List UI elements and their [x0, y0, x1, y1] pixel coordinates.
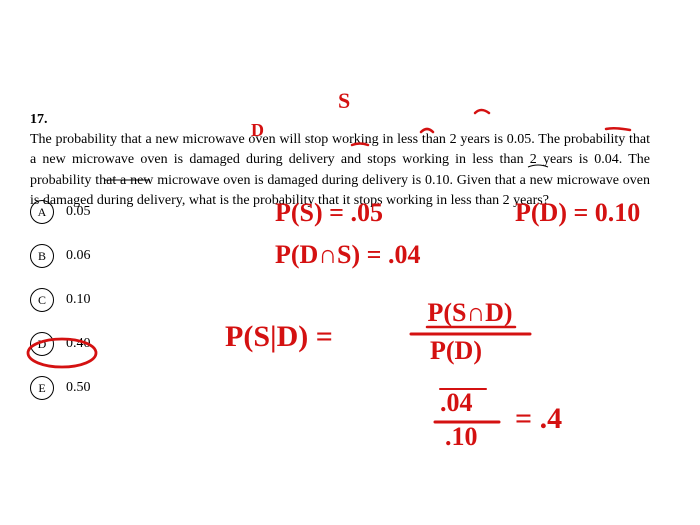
annotation-pdns: P(D∩S) = .04	[275, 240, 420, 270]
choice-letter-e: E	[30, 376, 54, 400]
question-number: 17.	[30, 112, 58, 128]
annotation-mark-working	[419, 124, 435, 136]
choice-c[interactable]: C 0.10	[30, 288, 91, 312]
choices-list: A 0.05 B 0.06 C 0.10 D 0.40 E 0.50	[30, 200, 91, 420]
choice-value-c: 0.10	[66, 292, 91, 308]
choice-b[interactable]: B 0.06	[30, 244, 91, 268]
annotation-mark-04	[438, 386, 488, 392]
annotation-cond-bot: P(D)	[430, 336, 482, 366]
annotation-cond-lhs: P(S|D) =	[225, 320, 333, 354]
annotation-pd: P(D) = 0.10	[515, 198, 640, 228]
annotation-mark-and	[350, 141, 370, 149]
annotation-calc-bot: .10	[445, 422, 478, 452]
annotation-mark-less2	[527, 161, 549, 171]
annotation-s-label: S	[338, 88, 350, 114]
choice-value-e: 0.50	[66, 380, 91, 396]
annotation-underline-damaged	[102, 177, 152, 183]
choice-value-b: 0.06	[66, 248, 91, 264]
choice-letter-b: B	[30, 244, 54, 268]
annotation-d-label: D	[251, 120, 264, 141]
annotation-mark-005	[604, 126, 634, 134]
annotation-calc-result: = .4	[515, 402, 562, 436]
choice-e[interactable]: E 0.50	[30, 376, 91, 400]
annotation-calc-top: .04	[440, 388, 473, 418]
choice-letter-a: A	[30, 200, 54, 224]
annotation-ps: P(S) = .05	[275, 198, 383, 228]
annotation-mark-less1	[473, 105, 493, 119]
annotation-circle-d	[24, 336, 100, 370]
choice-value-a: 0.05	[66, 204, 91, 220]
choice-letter-c: C	[30, 288, 54, 312]
question-block: 17. The probability that a new microwave…	[30, 112, 680, 211]
choice-a[interactable]: A 0.05	[30, 200, 91, 224]
annotation-underline-psnd	[425, 324, 517, 330]
